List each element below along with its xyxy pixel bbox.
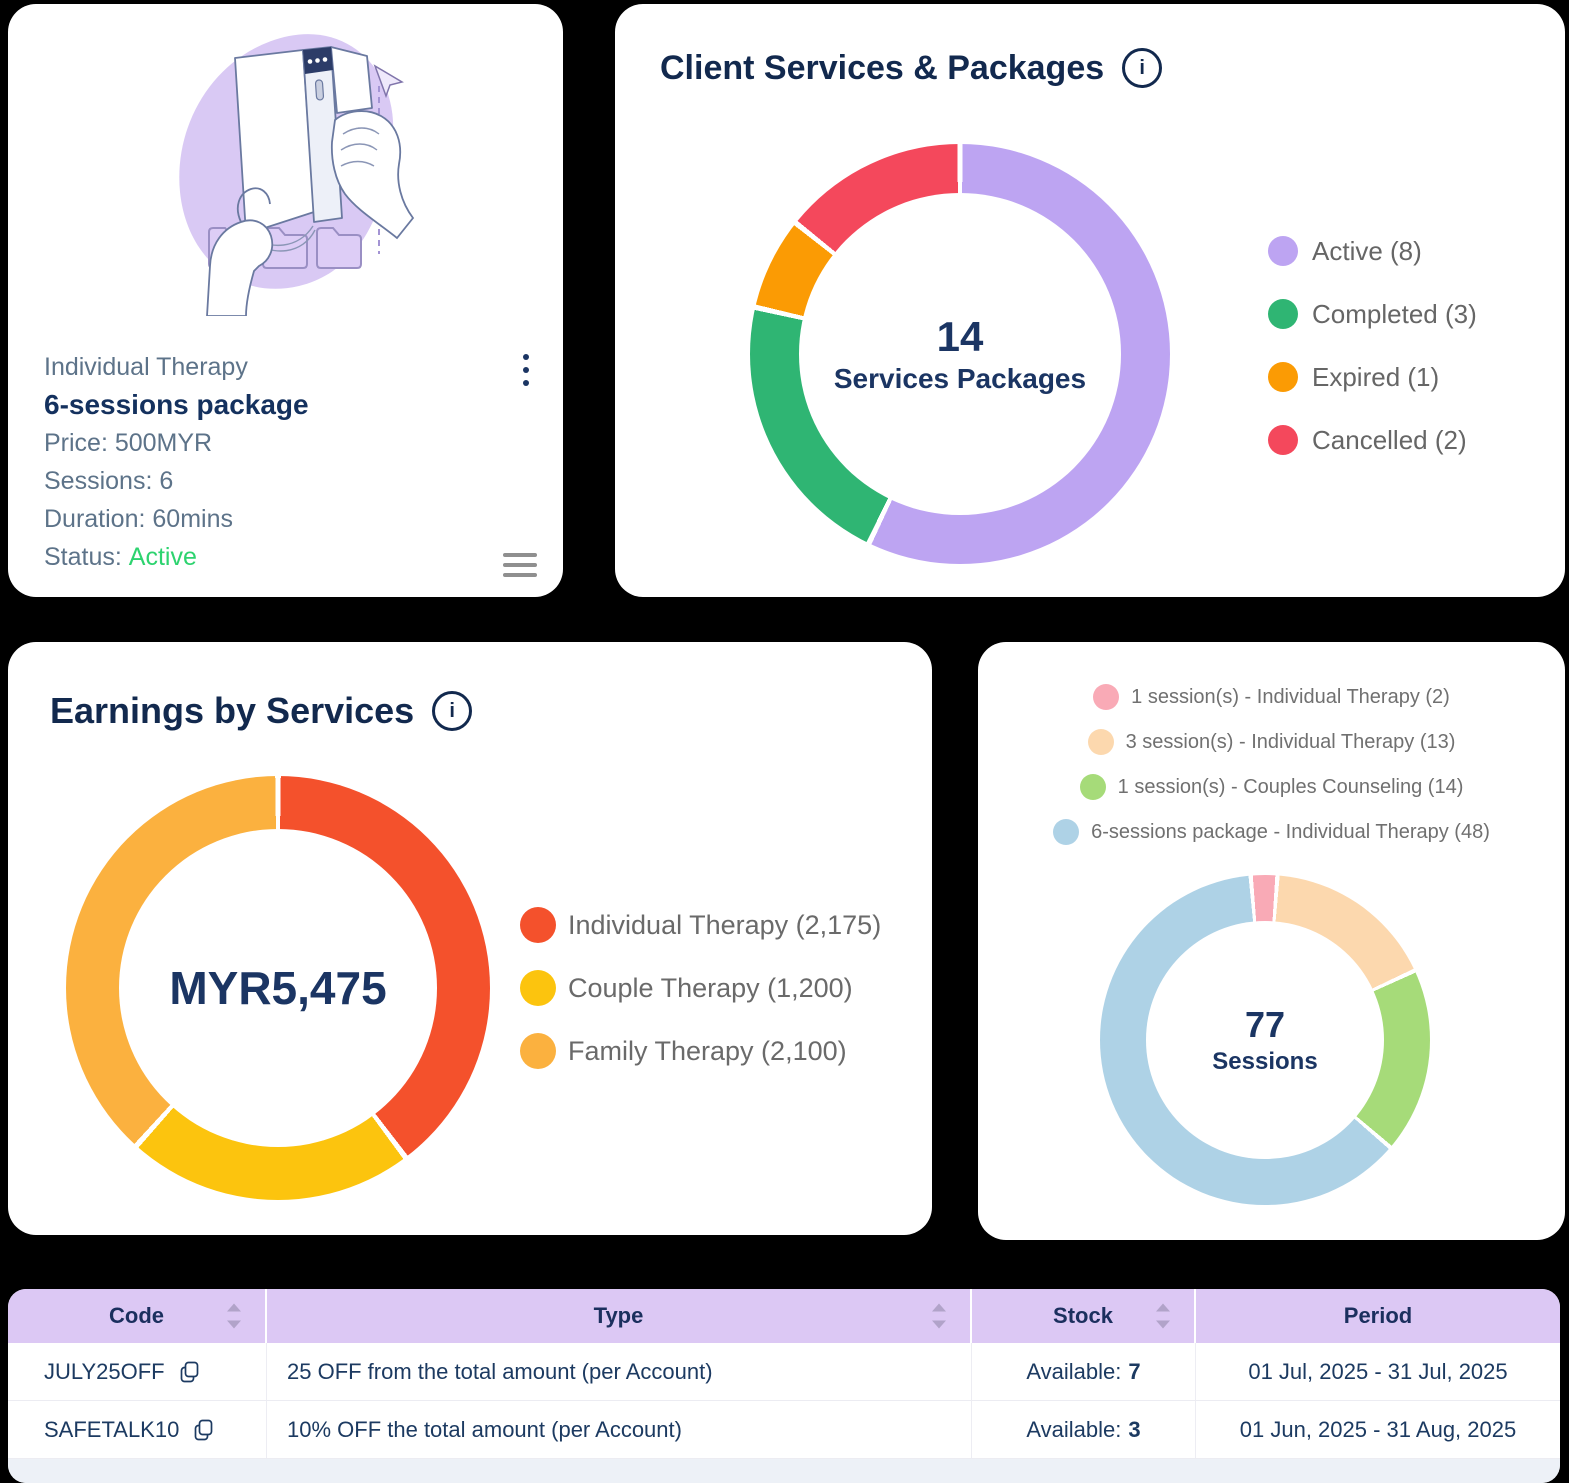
package-name: 6-sessions package (44, 389, 309, 420)
package-card: Individual Therapy 6-sessions package Pr… (8, 4, 563, 597)
earnings-legend: Individual Therapy (2,175) Couple Therap… (520, 907, 881, 1096)
services-packages-legend: Active (8) Completed (3) Expired (1) Can… (1268, 236, 1477, 488)
legend-label: Expired (1) (1312, 361, 1440, 392)
type-cell: 10% OFF the total amount (per Account) (267, 1401, 972, 1458)
code-cell: JULY25OFF (8, 1343, 267, 1400)
drag-handle-icon[interactable] (503, 553, 537, 577)
stock-cell: Available: 7 (972, 1343, 1196, 1400)
package-sessions: Sessions: 6 (44, 467, 174, 495)
legend-dot (520, 970, 556, 1006)
sort-icon[interactable] (932, 1303, 946, 1329)
legend-label: Active (8) (1312, 235, 1422, 266)
legend-item[interactable]: Family Therapy (2,100) (520, 1033, 881, 1069)
package-duration: Duration: 60mins (44, 505, 233, 533)
package-illustration (178, 34, 414, 316)
sort-icon[interactable] (227, 1303, 241, 1329)
column-header-stock[interactable]: Stock (972, 1289, 1196, 1343)
services-packages-title: Client Services & Packages (660, 48, 1163, 88)
column-header-code[interactable]: Code (8, 1289, 267, 1343)
legend-dot (1268, 236, 1298, 266)
legend-label: Cancelled (2) (1312, 424, 1467, 455)
status-value: Active (128, 543, 197, 571)
period-cell: 01 Jul, 2025 - 31 Jul, 2025 (1248, 1358, 1508, 1384)
legend-label: Individual Therapy (2,175) (568, 909, 882, 940)
table-row: SAFETALK10 10% OFF the total amount (per… (8, 1401, 1560, 1459)
copy-icon[interactable] (177, 1359, 201, 1385)
package-details: Individual Therapy 6-sessions package Pr… (44, 348, 309, 576)
legend-label: 1 session(s) - Couples Counseling (14) (1117, 775, 1464, 798)
legend-dot (1268, 425, 1298, 455)
legend-item[interactable]: Expired (1) (1268, 362, 1477, 392)
services-packages-donut[interactable]: 14 Services Packages (750, 144, 1170, 564)
legend-label: 1 session(s) - Individual Therapy (2) (1131, 685, 1450, 708)
legend-label: Completed (3) (1312, 298, 1477, 329)
legend-item[interactable]: 1 session(s) - Couples Counseling (14) (978, 774, 1565, 800)
info-icon[interactable] (1122, 48, 1163, 88)
legend-dot (520, 1033, 556, 1069)
legend-dot (1079, 774, 1106, 800)
donut-center-value: 14 (936, 312, 984, 360)
title-text: Client Services & Packages (660, 48, 1105, 87)
cursor-icon (373, 64, 404, 99)
title-text: Earnings by Services (50, 690, 415, 731)
earnings-card: Earnings by Services MYR5,475 Individual… (8, 642, 932, 1235)
left-hand (205, 187, 273, 316)
legend-item[interactable]: Cancelled (2) (1268, 425, 1477, 455)
legend-dot (1093, 684, 1120, 710)
legend-item[interactable]: 1 session(s) - Individual Therapy (2) (978, 684, 1565, 710)
service-name: Individual Therapy (44, 353, 248, 381)
legend-dot (1053, 819, 1080, 845)
donut-center-label: Services Packages (833, 362, 1087, 394)
sessions-donut[interactable]: 77 Sessions (1100, 875, 1430, 1205)
earnings-donut[interactable]: MYR5,475 (66, 776, 490, 1200)
legend-label: Couple Therapy (1,200) (568, 972, 853, 1003)
legend-label: 3 session(s) - Individual Therapy (13) (1125, 730, 1456, 753)
earnings-title: Earnings by Services (50, 690, 473, 732)
legend-dot (1087, 729, 1114, 755)
donut-center-value: MYR5,475 (169, 962, 387, 1014)
table-row: JULY25OFF 25 OFF from the total amount (… (8, 1343, 1560, 1401)
services-packages-card: Client Services & Packages 14 Services P… (615, 4, 1565, 597)
package-status: Status: Active (44, 538, 309, 576)
legend-item[interactable]: Completed (3) (1268, 299, 1477, 329)
status-label: Status: (44, 543, 122, 571)
code-cell: SAFETALK10 (8, 1401, 267, 1458)
legend-dot (1268, 299, 1298, 329)
legend-item[interactable]: Active (8) (1268, 236, 1477, 266)
sessions-card: 1 session(s) - Individual Therapy (2) 3 … (978, 642, 1565, 1240)
table-header-row: Code Type Stock Period (8, 1289, 1560, 1343)
legend-dot (1268, 362, 1298, 392)
stock-cell: Available: 3 (972, 1401, 1196, 1458)
legend-label: Family Therapy (2,100) (568, 1035, 847, 1066)
donut-center-label: Sessions (1212, 1048, 1318, 1075)
legend-item[interactable]: 3 session(s) - Individual Therapy (13) (978, 729, 1565, 755)
column-header-period: Period (1343, 1303, 1413, 1328)
copy-icon[interactable] (191, 1417, 215, 1443)
legend-item[interactable]: Couple Therapy (1,200) (520, 970, 881, 1006)
legend-item[interactable]: Individual Therapy (2,175) (520, 907, 881, 943)
sort-icon[interactable] (1156, 1303, 1170, 1329)
type-cell: 25 OFF from the total amount (per Accoun… (267, 1343, 972, 1400)
period-cell: 01 Jun, 2025 - 31 Aug, 2025 (1239, 1416, 1517, 1442)
right-hand (330, 110, 414, 240)
legend-dot (520, 907, 556, 943)
sessions-legend: 1 session(s) - Individual Therapy (2) 3 … (978, 684, 1565, 864)
discount-codes-table: Code Type Stock Period JULY25OFF (8, 1289, 1560, 1483)
legend-item[interactable]: 6-sessions package - Individual Therapy … (978, 819, 1565, 845)
kebab-menu-icon[interactable] (523, 354, 529, 386)
donut-center-value: 77 (1244, 1004, 1286, 1045)
legend-label: 6-sessions package - Individual Therapy … (1091, 820, 1490, 843)
info-icon[interactable] (432, 691, 473, 731)
package-price: Price: 500MYR (44, 429, 213, 457)
table-footer (8, 1459, 1560, 1483)
column-header-type[interactable]: Type (267, 1289, 972, 1343)
